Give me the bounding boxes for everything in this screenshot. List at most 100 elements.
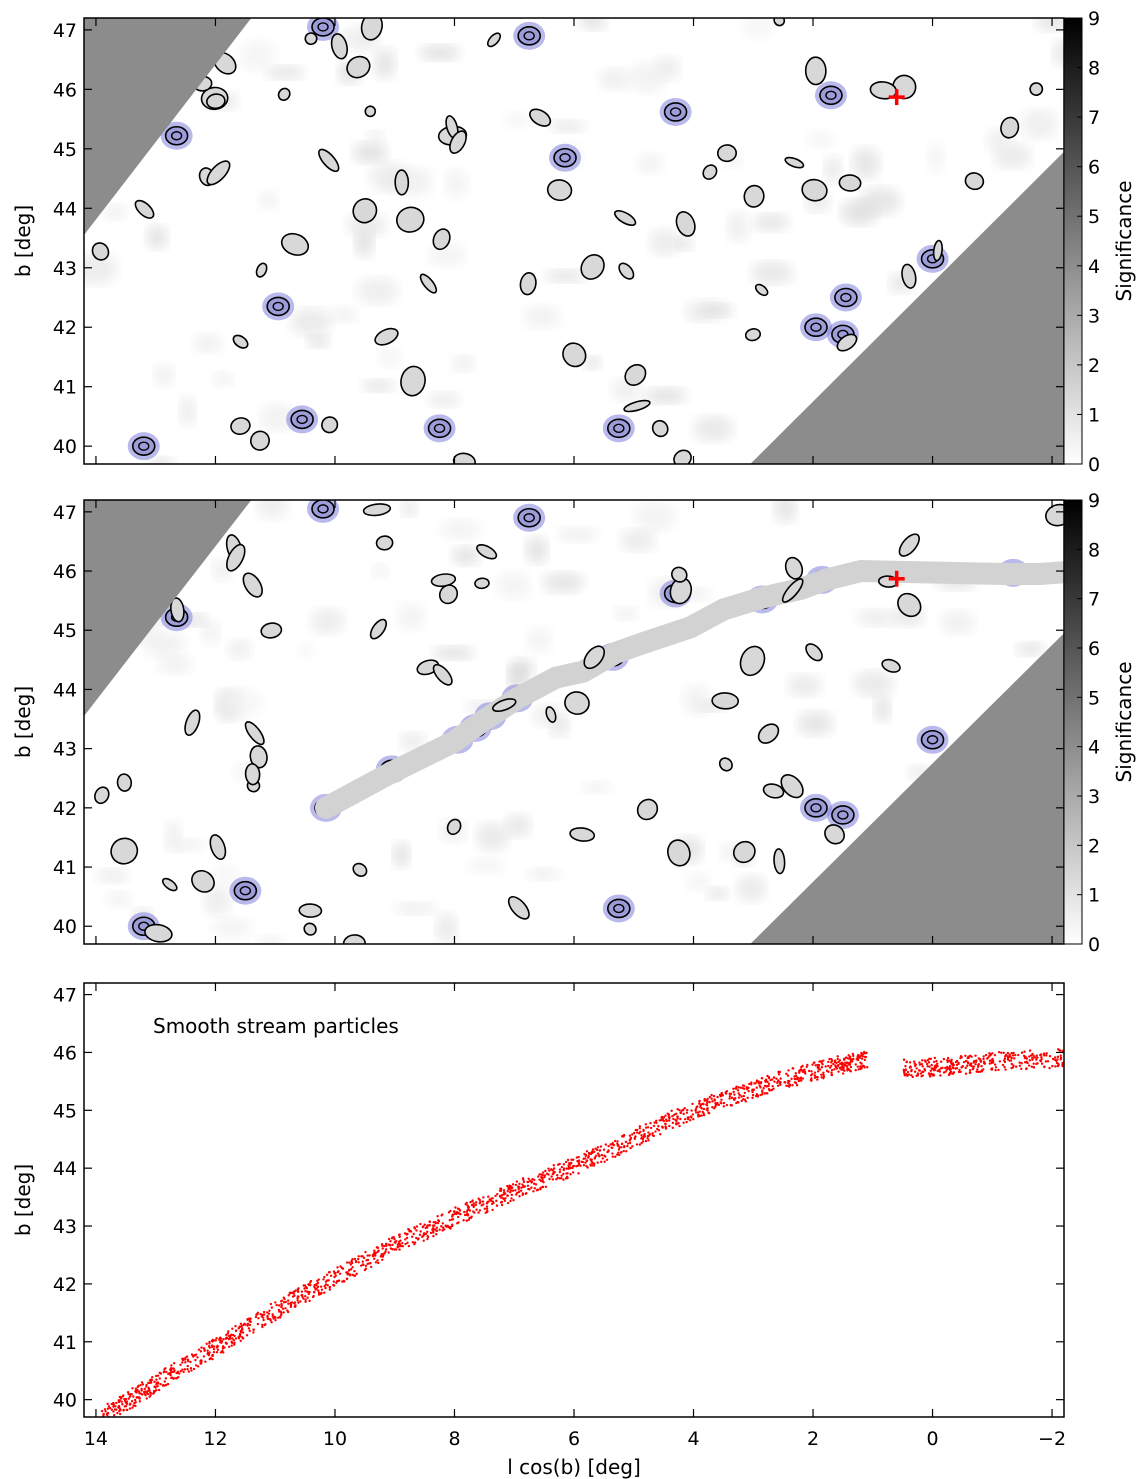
particle bbox=[328, 1288, 332, 1291]
particle bbox=[147, 1386, 150, 1390]
particle bbox=[279, 1316, 282, 1319]
contour-island bbox=[836, 333, 858, 352]
particle bbox=[750, 1083, 753, 1086]
contour-island bbox=[364, 105, 377, 118]
particle bbox=[341, 1280, 344, 1283]
particle bbox=[677, 1122, 680, 1125]
particle bbox=[140, 1387, 143, 1391]
particle bbox=[730, 1096, 734, 1100]
particle bbox=[380, 1253, 383, 1256]
peak-contour bbox=[233, 880, 258, 901]
particle bbox=[1032, 1066, 1035, 1069]
particle bbox=[925, 1062, 929, 1066]
particle bbox=[644, 1123, 648, 1126]
particle bbox=[117, 1400, 121, 1404]
particle bbox=[994, 1068, 997, 1072]
contour-island bbox=[773, 848, 786, 875]
particle bbox=[114, 1405, 117, 1408]
particle bbox=[623, 1144, 626, 1148]
particle bbox=[441, 1222, 445, 1225]
particle bbox=[199, 1360, 202, 1363]
particle bbox=[347, 1269, 351, 1272]
particle bbox=[116, 1411, 119, 1415]
particle bbox=[209, 1357, 213, 1360]
particle bbox=[785, 1084, 788, 1087]
particle bbox=[742, 1094, 746, 1098]
particle bbox=[772, 1087, 775, 1090]
particle bbox=[685, 1120, 688, 1124]
particle bbox=[724, 1092, 728, 1095]
noise-blob bbox=[361, 379, 395, 393]
particle bbox=[490, 1202, 494, 1206]
noise-blob bbox=[147, 457, 176, 464]
particle bbox=[463, 1213, 467, 1217]
particle bbox=[703, 1097, 706, 1101]
particle bbox=[163, 1367, 166, 1371]
particle bbox=[755, 1086, 758, 1089]
particle bbox=[550, 1175, 553, 1178]
particle bbox=[740, 1099, 743, 1103]
particle bbox=[811, 1072, 814, 1076]
y-tick-label: 46 bbox=[53, 79, 77, 101]
particle bbox=[560, 1165, 564, 1169]
particle bbox=[532, 1190, 535, 1193]
particle bbox=[1053, 1058, 1057, 1062]
noise-blob bbox=[682, 684, 713, 716]
particle bbox=[465, 1219, 468, 1222]
particle bbox=[767, 1082, 771, 1085]
particle bbox=[979, 1060, 983, 1063]
particle bbox=[906, 1070, 910, 1074]
particle bbox=[966, 1056, 970, 1059]
particle bbox=[982, 1057, 985, 1061]
particle bbox=[955, 1063, 959, 1067]
particle bbox=[269, 1302, 273, 1306]
particle bbox=[708, 1100, 711, 1104]
contour-island bbox=[394, 169, 410, 196]
particle bbox=[280, 1302, 283, 1306]
y-tick-label: 45 bbox=[53, 139, 77, 161]
particle bbox=[714, 1102, 717, 1105]
contour-island bbox=[702, 164, 718, 180]
particle bbox=[432, 1230, 435, 1233]
particle bbox=[697, 1113, 700, 1116]
particle bbox=[722, 1105, 726, 1108]
peak-inner-contour bbox=[317, 22, 329, 32]
particle bbox=[184, 1356, 187, 1359]
particle bbox=[611, 1142, 614, 1145]
particle bbox=[737, 1092, 740, 1095]
particle bbox=[366, 1262, 369, 1266]
particle bbox=[778, 1081, 782, 1085]
particle bbox=[671, 1114, 674, 1118]
contour-island bbox=[232, 334, 249, 349]
particle bbox=[376, 1246, 380, 1250]
peak-inner-contour bbox=[613, 423, 625, 434]
particle bbox=[112, 1410, 115, 1413]
noise-blob bbox=[258, 190, 279, 210]
particle bbox=[108, 1406, 112, 1410]
particle bbox=[540, 1175, 543, 1179]
particle bbox=[796, 1077, 799, 1081]
particle bbox=[562, 1167, 566, 1170]
particle bbox=[745, 1086, 748, 1089]
particle bbox=[932, 1060, 936, 1064]
particle bbox=[102, 1421, 104, 1423]
particle bbox=[1004, 1053, 1008, 1057]
peak-contour bbox=[164, 125, 189, 146]
particle bbox=[527, 1187, 530, 1191]
contour-island bbox=[781, 578, 804, 603]
particle bbox=[611, 1155, 614, 1158]
particle bbox=[860, 1067, 863, 1070]
particle bbox=[739, 1086, 743, 1089]
contour-island bbox=[184, 709, 201, 737]
particle bbox=[603, 1160, 606, 1163]
particle bbox=[633, 1137, 636, 1141]
colorbar-ticks: 0 1 2 3 4 5 6 7 8 9 bbox=[1077, 8, 1100, 476]
particle bbox=[836, 1057, 839, 1061]
particle bbox=[133, 1398, 137, 1402]
particle bbox=[977, 1063, 981, 1066]
particle bbox=[671, 1121, 675, 1125]
noise-blob bbox=[693, 415, 734, 442]
particle bbox=[1018, 1064, 1022, 1067]
particle bbox=[311, 1295, 315, 1299]
particle bbox=[458, 1208, 461, 1211]
